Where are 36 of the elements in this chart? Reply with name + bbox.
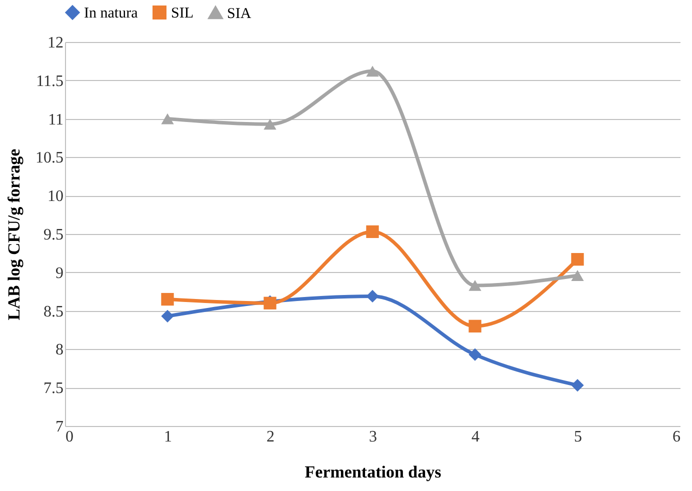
x-axis-title: Fermentation days (304, 462, 442, 482)
x-tick-label: 5 (574, 428, 582, 446)
y-tick-label: 8 (56, 342, 64, 359)
y-tick-label: 9.5 (44, 226, 64, 244)
y-tick-label: 7.5 (44, 380, 64, 398)
x-tick-label: 6 (672, 428, 680, 446)
point (366, 225, 379, 238)
x-tick-label: 3 (369, 428, 377, 446)
point (161, 310, 174, 322)
point (366, 290, 379, 303)
point (571, 270, 584, 281)
point (468, 280, 482, 291)
point (161, 292, 174, 306)
y-tick-label: 11 (48, 111, 64, 128)
point (571, 378, 584, 392)
point (366, 66, 379, 77)
y-tick-label: 10.5 (36, 150, 64, 167)
point (468, 348, 482, 361)
point (571, 253, 584, 266)
x-tick-label: 1 (164, 428, 172, 446)
legend-label: In natura (84, 6, 138, 22)
y-tick-label: 7 (56, 418, 64, 436)
legend-label: SIA (227, 6, 252, 22)
point (264, 118, 276, 130)
point (468, 320, 482, 332)
y-tick-label: 10 (48, 188, 64, 206)
y-tick-label: 11.5 (36, 72, 64, 90)
point (161, 113, 174, 124)
y-axis-title: LAB log CFU/g forrage (4, 148, 24, 320)
legend-label: SIL (171, 6, 194, 22)
x-tick-label: 4 (472, 428, 480, 446)
y-tick-label: 9 (56, 264, 64, 282)
x-tick-label: 2 (266, 428, 274, 446)
y-tick-label: 12 (48, 34, 64, 52)
y-tick-label: 8.5 (44, 303, 64, 320)
x-tick-label: 0 (66, 428, 74, 446)
